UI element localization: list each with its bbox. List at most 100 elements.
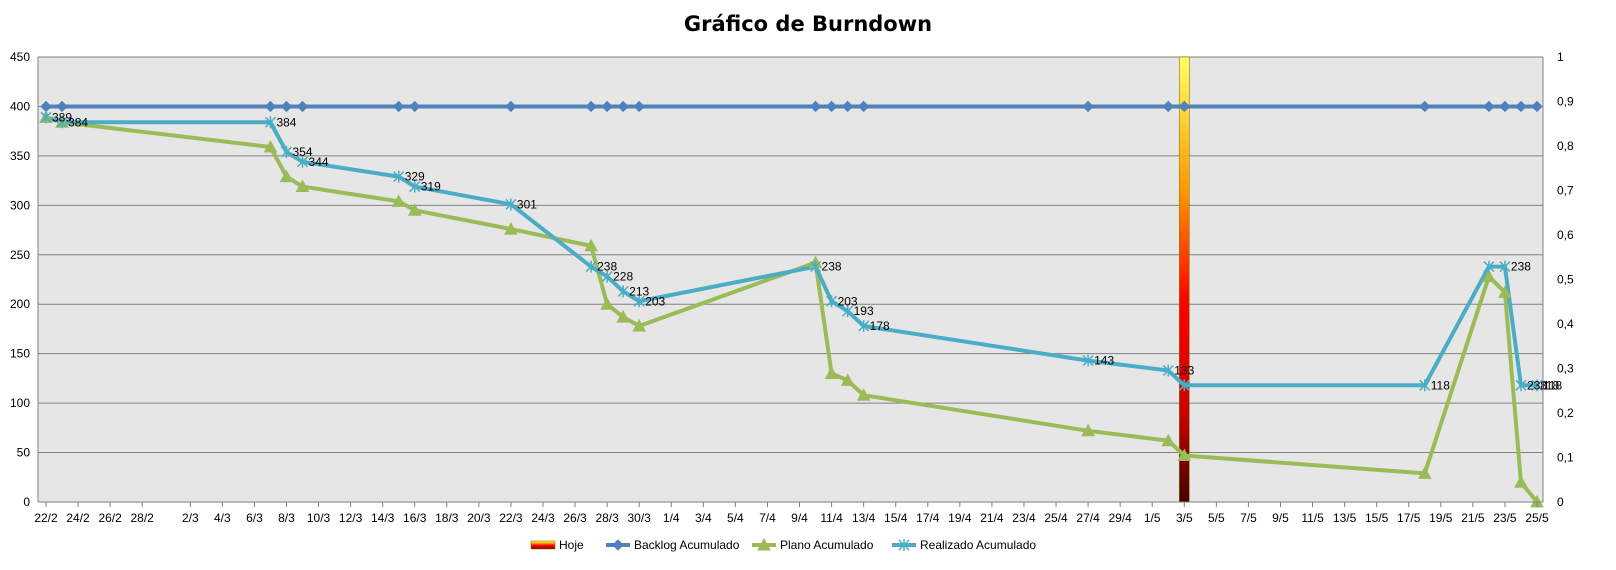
data-point	[858, 319, 870, 332]
data-point	[617, 285, 629, 298]
data-point	[1483, 260, 1495, 273]
y-left-tick-label: 50	[17, 446, 31, 460]
legend-item: Backlog Acumulado	[606, 538, 740, 552]
y-right-tick-label: 0	[1557, 495, 1564, 509]
data-point	[391, 194, 406, 207]
data-label: 143	[1094, 354, 1114, 368]
x-tick-label: 15/4	[884, 511, 908, 525]
data-point	[856, 388, 871, 401]
y-right-tick-label: 1	[1557, 50, 1564, 64]
x-tick-label: 5/4	[727, 511, 744, 525]
x-tick-label: 19/4	[948, 511, 972, 525]
data-label: 118	[1543, 378, 1562, 392]
y-right-tick-label: 0,5	[1557, 273, 1574, 287]
data-point	[584, 238, 598, 252]
y-left-tick-label: 400	[10, 99, 30, 113]
y-right-tick-label: 0,3	[1557, 362, 1574, 376]
data-label: 118	[1540, 378, 1559, 392]
x-tick-label: 13/5	[1333, 511, 1357, 525]
x-tick-label: 21/5	[1461, 511, 1485, 525]
data-point	[1514, 475, 1528, 488]
x-tick-label: 16/3	[403, 511, 427, 525]
data-point	[1499, 100, 1511, 113]
x-tick-label: 3/5	[1176, 511, 1193, 525]
x-tick-label: 22/3	[499, 511, 523, 525]
x-tick-label: 21/4	[980, 511, 1004, 525]
data-point	[505, 198, 517, 211]
data-point	[1417, 466, 1432, 479]
data-point	[757, 537, 771, 551]
data-point	[1082, 100, 1094, 113]
x-tick-label: 29/4	[1108, 511, 1132, 525]
data-label: 319	[421, 180, 441, 194]
data-point	[1162, 364, 1174, 377]
data-point	[601, 270, 613, 283]
data-label: 384	[276, 115, 296, 129]
data-point	[407, 203, 422, 216]
legend-label: Hoje	[559, 538, 584, 552]
data-label: 354	[292, 145, 312, 159]
legend-item: Plano Acumulado	[752, 537, 874, 552]
data-point	[1531, 100, 1543, 113]
x-tick-label: 17/5	[1397, 511, 1421, 525]
data-point	[1082, 354, 1094, 367]
y-right-tick-label: 0,6	[1557, 228, 1574, 242]
data-point	[585, 100, 597, 113]
data-point	[1178, 100, 1190, 113]
data-label: 238	[597, 260, 617, 274]
x-tick-label: 9/4	[791, 511, 808, 525]
x-tick-label: 22/2	[34, 511, 58, 525]
x-tick-label: 1/4	[663, 511, 680, 525]
data-point	[809, 100, 822, 113]
data-point	[633, 295, 645, 308]
data-point	[826, 295, 838, 308]
data-point	[840, 373, 855, 386]
y-right-tick-label: 0,8	[1557, 139, 1574, 153]
data-label: 118	[1431, 378, 1450, 392]
data-point	[263, 139, 278, 153]
data-point	[1531, 379, 1543, 392]
x-tick-label: 25/4	[1044, 511, 1068, 525]
data-point	[841, 100, 854, 113]
y-left-tick-label: 350	[10, 149, 30, 163]
x-tick-label: 20/3	[467, 511, 491, 525]
data-point	[1161, 433, 1176, 447]
y-left-tick-label: 200	[10, 297, 30, 311]
data-point	[1498, 285, 1512, 298]
data-point	[40, 111, 52, 124]
data-point	[1081, 423, 1095, 437]
data-point	[825, 100, 838, 113]
x-tick-label: 27/4	[1076, 511, 1100, 525]
data-point	[56, 116, 68, 129]
data-point	[617, 100, 629, 113]
data-point	[810, 260, 822, 273]
x-tick-label: 10/3	[307, 511, 331, 525]
data-point	[632, 318, 647, 332]
data-point	[296, 100, 309, 113]
y-left-tick-label: 100	[10, 396, 30, 410]
data-label: 389	[52, 110, 72, 124]
y-left-tick-label: 300	[10, 198, 30, 212]
x-tick-label: 23/5	[1493, 511, 1517, 525]
x-tick-label: 1/5	[1144, 511, 1161, 525]
y-right-tick-label: 0,2	[1557, 406, 1574, 420]
data-label: 301	[517, 197, 537, 211]
x-tick-label: 8/3	[278, 511, 295, 525]
data-label: 238	[822, 260, 842, 274]
data-label: 228	[613, 270, 633, 284]
y-right-tick-label: 0,4	[1557, 317, 1574, 331]
data-label: 238	[1511, 260, 1531, 274]
data-point	[601, 100, 613, 113]
x-tick-label: 13/4	[852, 511, 876, 525]
y-right-tick-label: 0,1	[1557, 451, 1574, 465]
legend-swatch	[530, 540, 556, 550]
data-point	[264, 116, 276, 129]
x-tick-label: 9/5	[1272, 511, 1289, 525]
x-tick-label: 7/5	[1240, 511, 1257, 525]
data-label: 133	[1174, 363, 1194, 377]
data-point	[393, 100, 405, 113]
chart-title: Gráfico de Burndown	[683, 12, 933, 36]
data-point	[857, 100, 870, 113]
x-tick-label: 2/3	[182, 511, 199, 525]
